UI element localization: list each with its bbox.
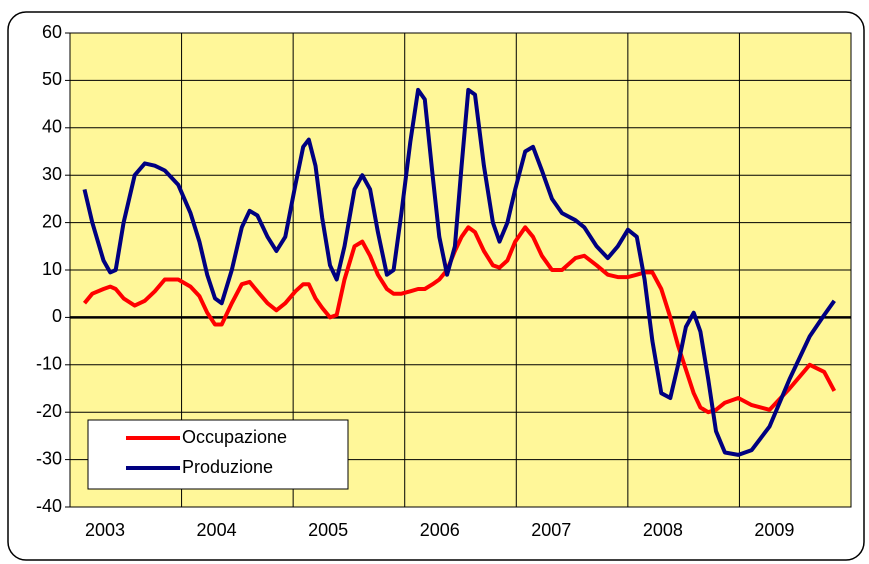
y-tick-label: 0 — [52, 306, 62, 326]
x-tick-label: 2004 — [197, 520, 237, 540]
y-tick-label: 30 — [42, 164, 62, 184]
y-tick-label: -40 — [36, 496, 62, 516]
series-line — [82, 225, 837, 415]
y-tick-label: 10 — [42, 259, 62, 279]
x-tick-label: 2007 — [531, 520, 571, 540]
x-tick-label: 2008 — [643, 520, 683, 540]
y-tick-label: 50 — [42, 69, 62, 89]
series-line — [82, 87, 836, 457]
y-tick-label: 40 — [42, 117, 62, 137]
y-tick-label: -30 — [36, 448, 62, 468]
x-tick-label: 2009 — [754, 520, 794, 540]
legend-label: Occupazione — [182, 427, 287, 447]
y-tick-label: -20 — [36, 401, 62, 421]
legend-box — [87, 419, 349, 490]
y-tick-label: -10 — [36, 354, 62, 374]
legend-label: Produzione — [182, 457, 273, 477]
x-tick-label: 2003 — [85, 520, 125, 540]
plot-border — [69, 32, 852, 508]
y-tick-label: 20 — [42, 211, 62, 231]
x-tick-label: 2005 — [308, 520, 348, 540]
x-tick-label: 2006 — [420, 520, 460, 540]
y-tick-label: 60 — [42, 22, 62, 42]
